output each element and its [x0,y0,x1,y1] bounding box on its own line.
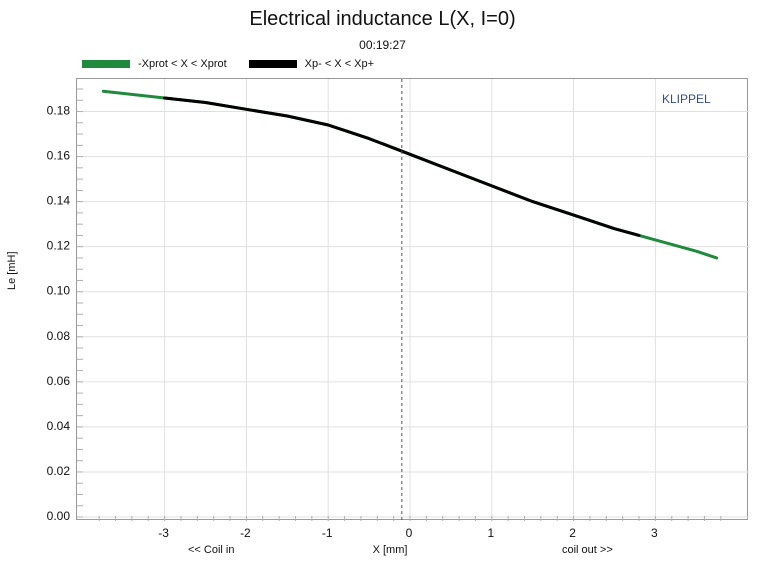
series-line-1 [163,96,641,237]
y-tick-label: 0.14 [47,194,71,208]
y-tick-label: 0.02 [47,464,71,478]
legend: -Xprot < X < Xprot Xp- < X < Xp+ [82,58,374,70]
x-tick-label: 1 [487,526,494,540]
x-tick-label: -2 [240,526,251,540]
y-tick-label: 0.12 [47,239,71,253]
y-tick-label: 0.18 [47,104,71,118]
x-axis-label: X [mm] [372,544,408,556]
y-tick-label: 0.06 [47,374,71,388]
x-tick-label: -3 [158,526,169,540]
plot-area [76,78,749,521]
x-tick-label: -1 [322,526,333,540]
chart-subtitle: 00:19:27 [359,38,406,52]
y-tick-label: 0.16 [47,149,71,163]
legend-label-xp: Xp- < X < Xp+ [304,58,375,70]
brand-label: KLIPPEL [662,92,711,106]
x-tick-label: 2 [569,526,576,540]
chart-title: Electrical inductance L(X, I=0) [249,8,516,30]
y-tick-label: 0.08 [47,329,71,343]
x-axis-hint-right: coil out >> [562,544,613,556]
legend-swatch-xp [248,60,297,68]
legend-label-xprot: -Xprot < X < Xprot [138,58,227,70]
y-tick-label: 0.10 [47,284,71,298]
legend-swatch-xprot [82,60,130,68]
legend-entry-xp: Xp- < X < Xp+ [248,58,375,70]
series-layer [101,89,719,260]
chart-svg [77,79,749,521]
grid-layer [77,79,749,521]
x-tick-label: 0 [406,526,413,540]
y-tick-label: 0.04 [47,419,71,433]
y-tick-label: 0.00 [47,509,71,523]
x-tick-label: 3 [651,526,658,540]
y-axis-label: Le [mH] [6,251,18,290]
x-axis-hint-left: << Coil in [188,544,235,556]
legend-entry-xprot: -Xprot < X < Xprot [82,58,227,70]
